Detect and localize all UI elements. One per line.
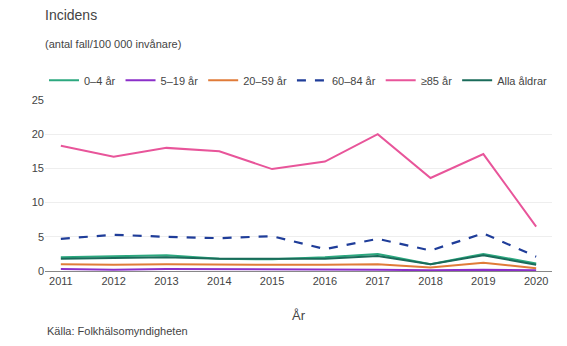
svg-text:≥85 år: ≥85 år	[421, 75, 452, 87]
svg-text:0: 0	[38, 265, 44, 277]
svg-text:Källa: Folkhälsomyndigheten: Källa: Folkhälsomyndigheten	[47, 325, 188, 337]
svg-text:15: 15	[32, 162, 44, 174]
svg-text:20–59 år: 20–59 år	[243, 75, 287, 87]
svg-text:2017: 2017	[365, 275, 389, 287]
svg-text:2019: 2019	[471, 275, 495, 287]
svg-text:Alla åldrar: Alla åldrar	[497, 75, 547, 87]
svg-text:2018: 2018	[418, 275, 442, 287]
svg-text:(antal fall/100 000 invånare): (antal fall/100 000 invånare)	[45, 38, 181, 50]
svg-text:60–84 år: 60–84 år	[332, 75, 376, 87]
svg-text:20: 20	[32, 128, 44, 140]
svg-text:2015: 2015	[260, 275, 284, 287]
svg-text:5–19 år: 5–19 år	[161, 75, 199, 87]
svg-text:0–4 år: 0–4 år	[84, 75, 116, 87]
svg-text:2020: 2020	[524, 275, 548, 287]
svg-text:2016: 2016	[313, 275, 337, 287]
svg-text:2014: 2014	[207, 275, 231, 287]
svg-text:25: 25	[32, 94, 44, 106]
svg-text:År: År	[292, 308, 306, 323]
svg-text:2011: 2011	[49, 275, 73, 287]
svg-text:2012: 2012	[101, 275, 125, 287]
svg-text:10: 10	[32, 196, 44, 208]
svg-text:2013: 2013	[154, 275, 178, 287]
svg-text:Incidens: Incidens	[45, 7, 97, 23]
svg-text:5: 5	[38, 231, 44, 243]
